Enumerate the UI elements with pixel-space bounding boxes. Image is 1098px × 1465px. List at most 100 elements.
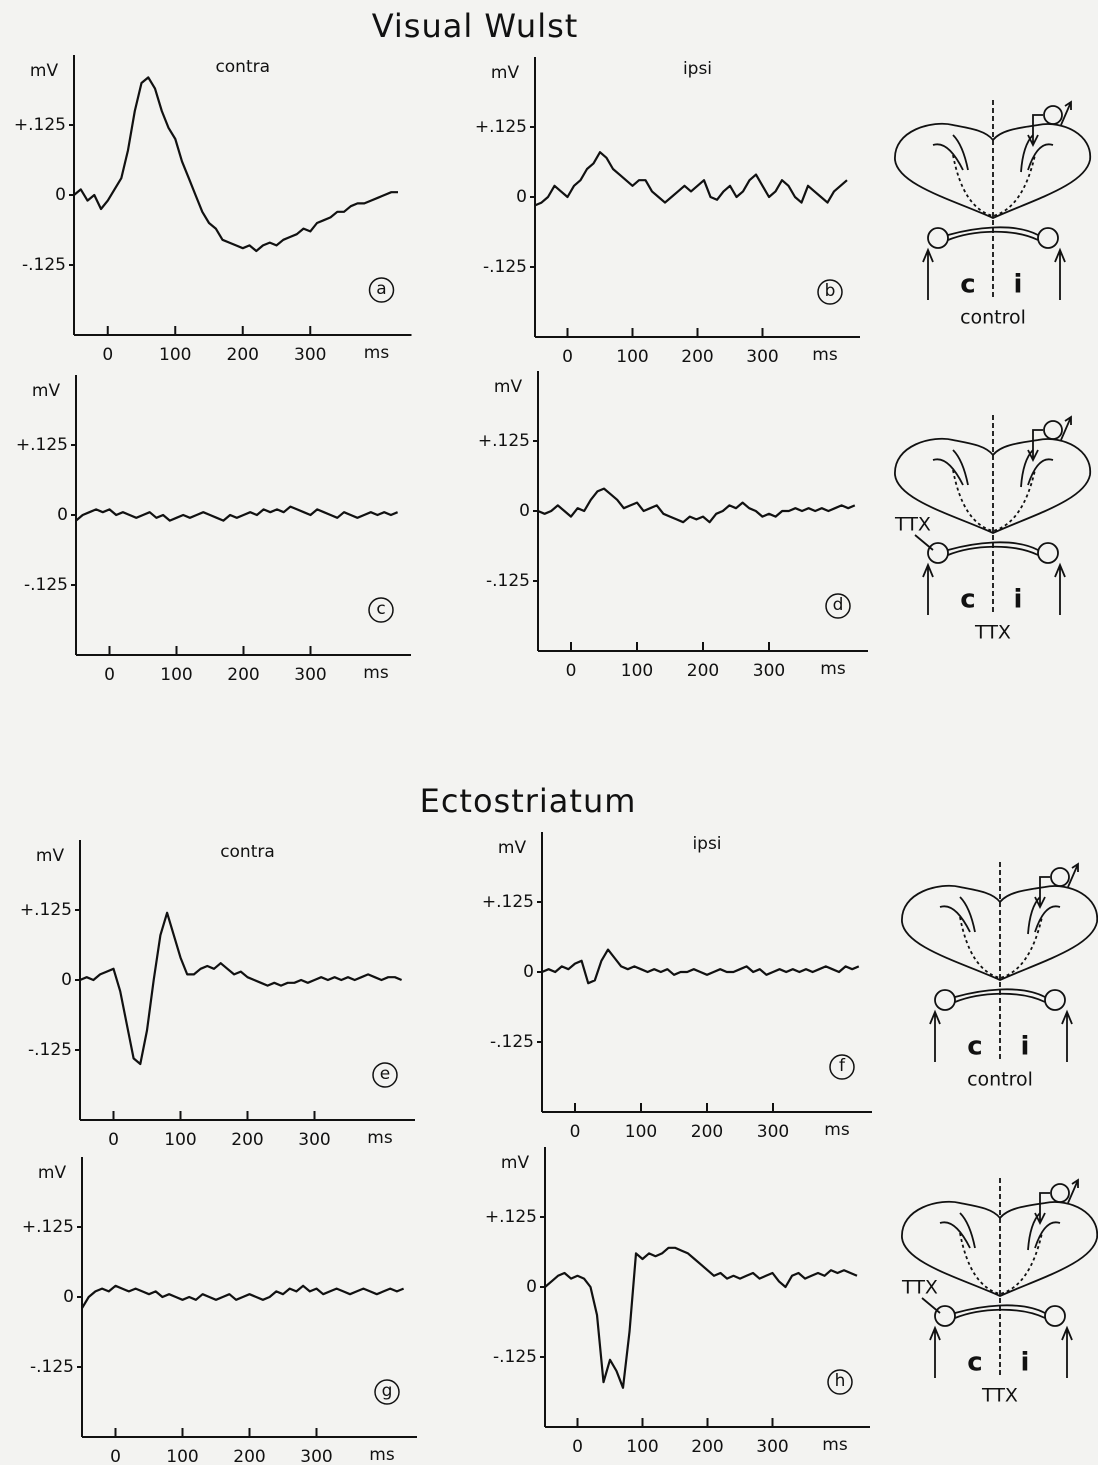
eye	[934, 1305, 956, 1327]
y-tick-label: 0	[63, 1287, 74, 1307]
section-title: Visual Wulst	[372, 7, 579, 45]
electrode	[1034, 862, 1079, 910]
x-tick-label: 100	[616, 347, 648, 367]
eye	[1044, 989, 1066, 1011]
panel-title: ipsi	[683, 59, 712, 79]
x-axis-label: ms	[824, 1120, 850, 1140]
x-tick-label: 100	[164, 1130, 196, 1150]
arrow	[929, 1009, 941, 1062]
arrow	[1054, 247, 1066, 300]
panel-title: ipsi	[692, 834, 721, 854]
x-axis-label: ms	[364, 343, 390, 363]
y-tick-label: +.125	[478, 431, 530, 451]
panel-circle	[829, 1054, 855, 1080]
arrow	[922, 247, 934, 300]
y-tick-label: -.125	[30, 1357, 74, 1377]
side-label: c	[967, 1032, 982, 1062]
electrode-amp	[1050, 1183, 1070, 1203]
x-axis-label: ms	[822, 1435, 848, 1455]
brain-outline	[894, 122, 1091, 219]
panel-circle	[825, 593, 851, 619]
y-axis-label: mV	[36, 846, 65, 866]
brain-outline	[901, 884, 1098, 981]
x-tick-label: 200	[233, 1447, 265, 1465]
x-axis-label: ms	[369, 1445, 395, 1465]
side-label: i	[1021, 1032, 1030, 1062]
trace	[541, 948, 860, 985]
x-axis-label: ms	[820, 659, 846, 679]
electrode-amp	[1043, 420, 1063, 440]
x-axis-label: ms	[812, 345, 838, 365]
y-tick-label: 0	[61, 970, 72, 990]
y-tick-label: 0	[523, 962, 534, 982]
arrow	[1061, 1325, 1073, 1378]
x-tick-label: 0	[562, 347, 573, 367]
optic-nerve	[947, 541, 1039, 556]
x-tick-label: 300	[300, 1447, 332, 1465]
y-tick-label: -.125	[22, 255, 66, 275]
x-tick-label: 0	[110, 1447, 121, 1465]
x-tick-label: 100	[159, 345, 191, 365]
y-axis-label: mV	[30, 61, 59, 81]
trace	[537, 487, 856, 524]
electrode	[1027, 100, 1072, 148]
brain-outline	[894, 437, 1091, 534]
x-tick-label: 0	[566, 661, 577, 681]
eye	[1044, 1305, 1066, 1327]
eye	[1037, 542, 1059, 564]
y-tick-label: +.125	[485, 1207, 537, 1227]
y-axis-label: mV	[491, 63, 520, 83]
side-label: i	[1014, 270, 1023, 300]
side-label: c	[960, 270, 975, 300]
x-tick-label: 300	[756, 1437, 788, 1457]
panel-label: g	[382, 1381, 393, 1401]
schematic: c i control	[901, 862, 1098, 1091]
y-axis-label: mV	[32, 381, 61, 401]
arrow	[929, 1325, 941, 1378]
x-tick-label: 100	[160, 665, 192, 685]
x-tick-label: 300	[294, 665, 326, 685]
tract	[959, 916, 1043, 979]
tract	[939, 896, 1061, 935]
y-tick-label: -.125	[490, 1032, 534, 1052]
schematic: c i control	[894, 100, 1091, 329]
panel-title: contra	[220, 842, 275, 862]
panel-title: contra	[215, 57, 270, 77]
x-tick-label: 300	[753, 661, 785, 681]
trace	[79, 911, 403, 1066]
arrow	[1061, 1009, 1073, 1062]
y-tick-label: 0	[526, 1277, 537, 1297]
x-axis-label: ms	[367, 1128, 393, 1148]
optic-nerve	[954, 988, 1046, 1003]
panel-label: e	[380, 1064, 390, 1084]
x-tick-label: 0	[108, 1130, 119, 1150]
y-tick-label: +.125	[14, 115, 66, 135]
y-tick-label: -.125	[486, 571, 530, 591]
eye	[927, 227, 949, 249]
x-tick-label: 300	[294, 345, 326, 365]
eye	[934, 989, 956, 1011]
x-tick-label: 100	[625, 1122, 657, 1142]
tract	[932, 449, 1054, 488]
x-tick-label: 300	[757, 1122, 789, 1142]
x-tick-label: 100	[621, 661, 653, 681]
trace	[534, 151, 848, 207]
tract	[959, 1232, 1043, 1295]
panel-circle	[374, 1379, 400, 1405]
condition-label: control	[960, 307, 1026, 329]
eye	[927, 542, 949, 564]
side-label: c	[960, 585, 975, 615]
x-tick-label: 200	[691, 1437, 723, 1457]
y-tick-label: +.125	[482, 892, 534, 912]
y-tick-label: -.125	[24, 575, 68, 595]
panel-label: b	[825, 281, 836, 301]
panel-circle	[372, 1062, 398, 1088]
x-tick-label: 100	[626, 1437, 658, 1457]
y-tick-label: +.125	[16, 435, 68, 455]
section-title: Ectostriatum	[420, 782, 637, 820]
side-label: c	[967, 1348, 982, 1378]
condition-label: control	[967, 1069, 1033, 1091]
electrode	[1027, 415, 1072, 463]
y-tick-label: 0	[516, 187, 527, 207]
electrode-amp	[1043, 105, 1063, 125]
